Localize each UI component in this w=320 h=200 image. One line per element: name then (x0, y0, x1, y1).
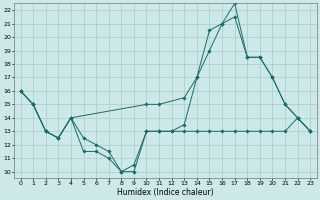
X-axis label: Humidex (Indice chaleur): Humidex (Indice chaleur) (117, 188, 214, 197)
